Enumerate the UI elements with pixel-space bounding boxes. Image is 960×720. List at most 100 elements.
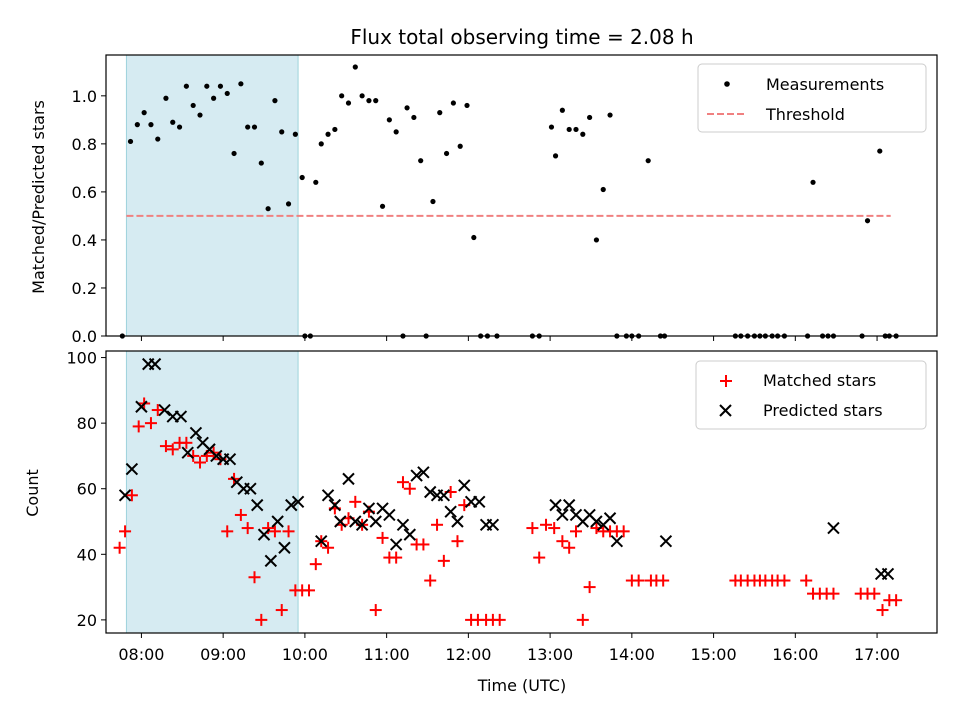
predicted-star-point — [278, 541, 291, 554]
measurement-point — [299, 174, 305, 181]
predicted-star-point — [549, 498, 562, 512]
predicted-star-point — [251, 498, 264, 512]
measurement-point — [352, 64, 358, 70]
measurement-point — [265, 206, 271, 212]
measurement-point — [593, 237, 600, 243]
predicted-star-point — [257, 528, 271, 541]
matched-star-point — [268, 525, 281, 538]
matched-star-point — [632, 574, 645, 587]
matched-star-point — [166, 443, 179, 456]
y-tick-label: 0.0 — [72, 327, 97, 346]
observing-window-shade — [125, 54, 299, 337]
matched-star-point — [890, 594, 903, 607]
matched-star-point — [262, 522, 275, 535]
measurement-point — [238, 81, 244, 87]
y-tick-label: 0.4 — [72, 231, 97, 250]
measurement-point — [134, 122, 140, 128]
predicted-star-point — [424, 485, 437, 499]
matched-star-point — [180, 436, 193, 449]
predicted-star-point — [355, 518, 369, 531]
measurement-point — [418, 158, 424, 164]
matched-star-point — [376, 531, 389, 544]
ratio-panel: Flux total observing time = 2.08 h 0.0 0.… — [29, 25, 938, 346]
predicted-star-point — [473, 495, 486, 509]
measurement-point — [450, 100, 456, 106]
measurement-point — [190, 102, 196, 109]
matched-star-point — [533, 551, 546, 564]
predicted-star-point — [410, 469, 423, 482]
measurement-point — [393, 129, 399, 135]
measurement-point — [183, 83, 189, 89]
matched-star-point — [132, 420, 145, 433]
predicted-star-point — [486, 518, 500, 531]
measurement-point — [404, 105, 410, 111]
matched-star-point — [309, 558, 322, 571]
matched-star-point — [241, 522, 254, 535]
matched-star-point — [451, 535, 464, 548]
measurement-point — [272, 98, 278, 104]
y-tick-label: 80 — [77, 414, 97, 433]
y-tick-label: 0.2 — [72, 279, 97, 298]
x-tick-label: 10:00 — [282, 645, 328, 664]
observing-window-shade-bottom — [125, 350, 299, 634]
measurement-point — [471, 234, 477, 241]
matched-legend-marker — [720, 375, 732, 387]
matched-star-point — [390, 551, 403, 564]
predicted-star-point — [291, 495, 305, 509]
measurement-point — [580, 131, 586, 137]
count-y-axis-label: Count — [23, 469, 42, 517]
y-tick-label: 40 — [77, 545, 97, 564]
matched-star-point — [493, 613, 506, 626]
measurement-point — [810, 179, 816, 185]
matched-star-point — [437, 554, 450, 567]
matched-star-point — [113, 541, 126, 554]
measurement-point — [197, 112, 203, 118]
x-axis-label: Time (UTC) — [477, 676, 566, 695]
predicted-legend-label: Predicted stars — [763, 401, 883, 420]
measurement-point — [313, 179, 319, 185]
measurement-point — [443, 150, 450, 157]
predicted-star-point — [334, 515, 347, 528]
measurement-point — [325, 131, 331, 137]
matched-star-point — [322, 541, 335, 554]
matched-star-point — [187, 449, 200, 462]
predicted-star-point — [321, 489, 335, 502]
matched-star-point — [221, 525, 234, 538]
matched-star-point — [868, 587, 881, 600]
predicted-star-point — [118, 489, 132, 502]
matched-star-point — [125, 489, 138, 502]
predicted-star-point — [328, 498, 342, 512]
measurement-point — [566, 126, 572, 133]
measurement-point — [141, 110, 147, 116]
matched-star-point — [193, 456, 206, 469]
measurement-point — [587, 114, 593, 121]
measurement-point — [204, 83, 210, 89]
ratio-y-ticks: 0.0 0.2 0.4 0.6 0.8 1.0 — [72, 87, 106, 346]
predicted-star-point — [610, 534, 624, 548]
measurements-legend-label: Measurements — [766, 75, 884, 94]
measurement-point — [292, 131, 298, 137]
count-panel: 20 40 60 80 100 08:00 09:00 10:00 11:00 12:00 13:… — [23, 349, 938, 695]
predicted-star-point — [189, 426, 203, 440]
matched-star-point — [576, 613, 589, 626]
measurement-point — [366, 98, 372, 104]
x-tick-label: 11:00 — [364, 645, 410, 664]
ratio-legend-box — [697, 63, 927, 133]
matched-star-point — [876, 604, 889, 617]
measurement-point — [148, 122, 154, 128]
predicted-star-point — [458, 479, 471, 492]
predicted-star-point — [403, 528, 416, 541]
measurement-point — [163, 95, 169, 101]
predicted-star-point — [244, 482, 257, 495]
matched-star-point — [151, 404, 164, 417]
y-tick-label: 0.8 — [72, 135, 97, 154]
chart-title: Flux total observing time = 2.08 h — [350, 25, 693, 49]
predicted-star-point — [437, 489, 451, 502]
measurement-point — [170, 119, 176, 125]
count-legend-box — [695, 360, 927, 430]
measurement-point — [245, 124, 251, 130]
matched-star-point — [159, 440, 172, 453]
predicted-star-point — [148, 357, 162, 371]
ratio-x-ticks — [140, 336, 878, 341]
